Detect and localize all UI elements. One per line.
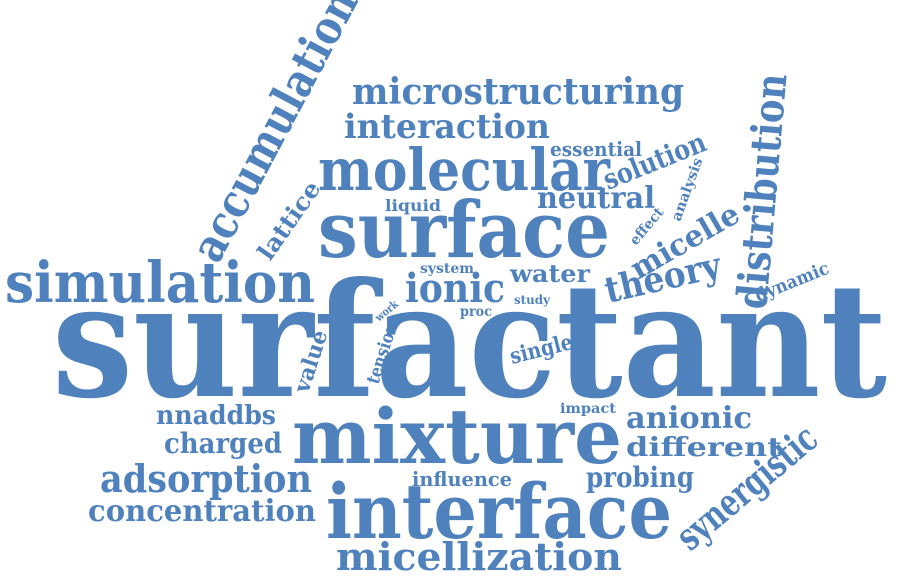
word-study: study <box>514 293 551 307</box>
word-simulation: simulation <box>5 250 315 316</box>
word-different: different <box>626 433 782 463</box>
word-probing: probing <box>586 461 694 494</box>
word-system: system <box>420 261 474 277</box>
word-surfactant: surfactant <box>52 249 887 434</box>
word-liquid: liquid <box>385 196 441 215</box>
word-anionic: anionic <box>626 401 752 436</box>
word-impact: impact <box>560 401 617 417</box>
word-neutral: neutral <box>537 181 655 216</box>
word-charged: charged <box>164 427 282 460</box>
word-molecular: molecular <box>318 136 611 204</box>
word-concentration: concentration <box>88 494 316 529</box>
word-mixture: mixture <box>292 392 622 481</box>
word-adsorption: adsorption <box>100 456 312 501</box>
word-ionic: ionic <box>405 265 505 312</box>
word-interface: interface <box>326 467 672 556</box>
word-interaction: interaction <box>344 107 550 147</box>
word-surface: surface <box>318 185 610 276</box>
word-microstructuring: microstructuring <box>352 71 684 113</box>
word-micellization: micellization <box>336 534 622 577</box>
word-essential: essential <box>550 137 642 161</box>
word-proc: proc <box>460 304 492 320</box>
word-water: water <box>509 259 590 288</box>
word-nnaddbs: nnaddbs <box>156 401 276 431</box>
word-influence: influence <box>412 467 512 491</box>
